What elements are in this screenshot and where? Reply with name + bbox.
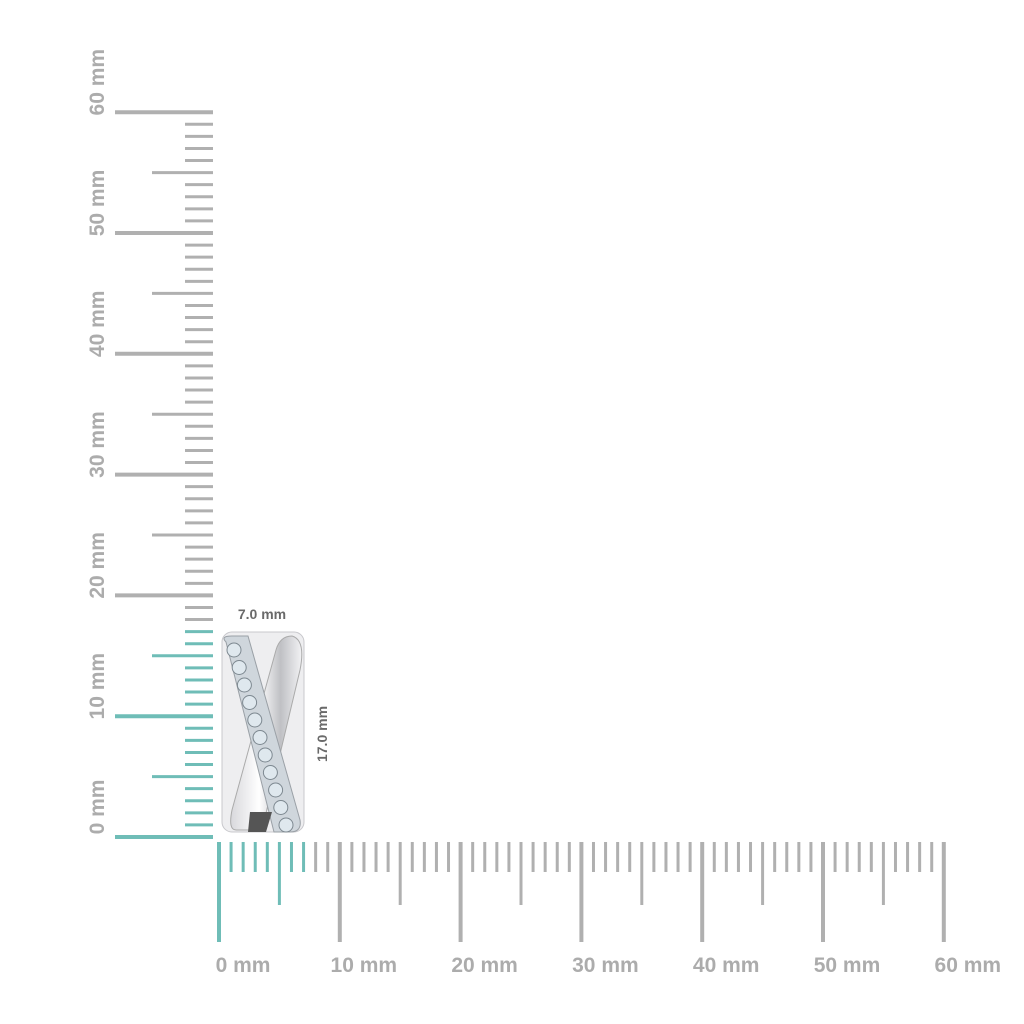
h-label-60: 60 mm [935,954,1002,977]
h-label-10: 10 mm [331,954,398,977]
v-label-30: 30 mm [86,411,109,478]
diamond [268,782,284,798]
earring-image [221,631,305,833]
v-label-0: 0 mm [86,780,109,835]
diamond [247,712,263,728]
diamond [231,660,247,675]
diamond [242,695,258,710]
horizontal-ruler [217,842,946,942]
h-label-50: 50 mm [814,954,881,977]
vertical-ruler [115,110,213,839]
width-dimension-label: 7.0 mm [238,606,286,622]
diamond [278,817,294,833]
v-label-10: 10 mm [86,653,109,720]
h-label-0: 0 mm [216,954,271,977]
v-label-50: 50 mm [86,170,109,237]
diamond [252,730,268,745]
v-label-60: 60 mm [86,49,109,116]
diamond [273,800,289,815]
h-label-20: 20 mm [451,954,518,977]
v-label-40: 40 mm [86,291,109,358]
h-label-30: 30 mm [572,954,639,977]
h-label-40: 40 mm [693,954,760,977]
diamond-row [226,642,294,833]
diamond [262,765,278,780]
height-dimension-label: 17.0 mm [314,706,330,762]
vertical-ruler-labels: 0 mm 10 mm 20 mm 30 mm 40 mm 50 mm 60 mm [86,49,109,835]
diamond [226,642,242,658]
horizontal-ruler-labels: 0 mm 10 mm 20 mm 30 mm 40 mm 50 mm 60 mm [216,954,1002,977]
v-label-20: 20 mm [86,532,109,599]
diamond [236,677,252,693]
diamond [257,747,273,763]
